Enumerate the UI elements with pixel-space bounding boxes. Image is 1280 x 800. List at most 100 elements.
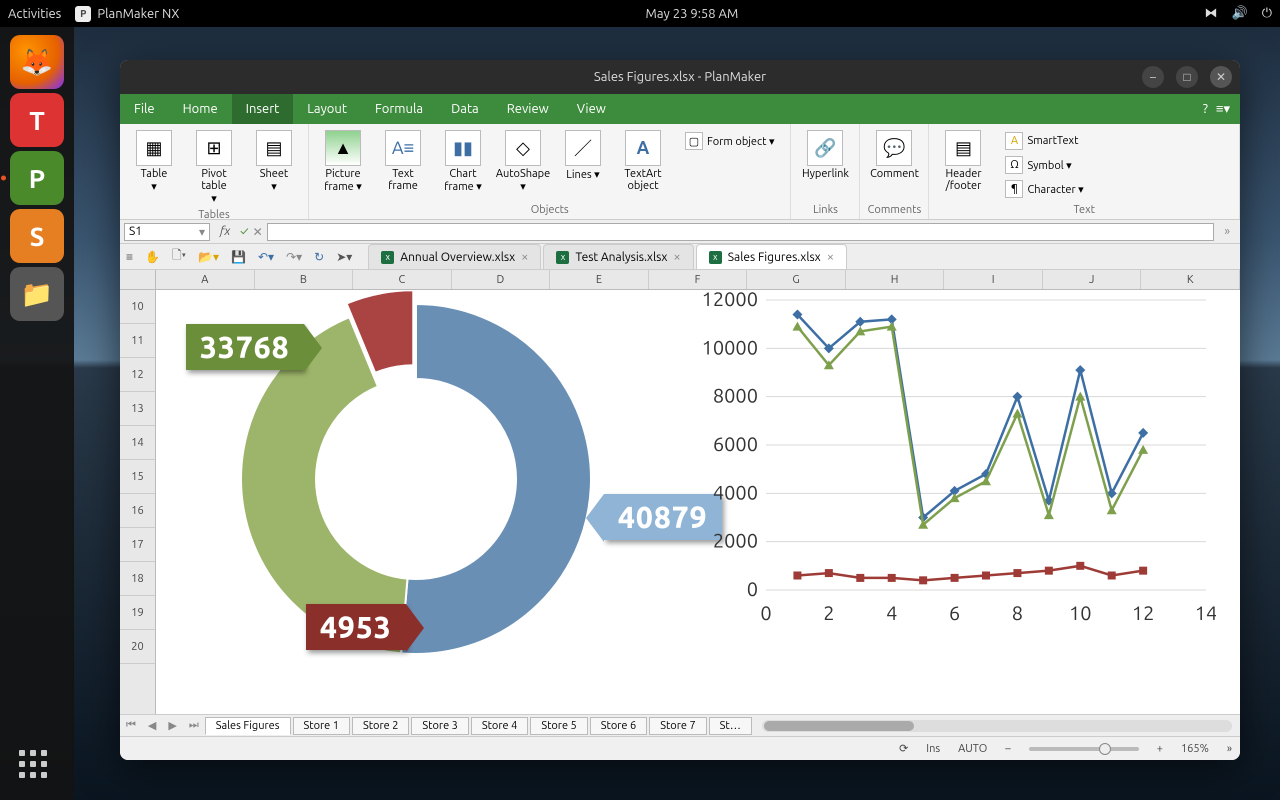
dock-files[interactable]: 📁 xyxy=(10,267,64,321)
row-header[interactable]: 15 xyxy=(120,460,155,494)
doc-tab[interactable]: xAnnual Overview.xlsx× xyxy=(368,244,541,269)
line-chart[interactable]: 02000400060008000100001200002468101214 xyxy=(696,290,1216,650)
sheet-canvas[interactable]: 33768 40879 4953 02000400060008000100001… xyxy=(156,290,1240,714)
menu-insert[interactable]: Insert xyxy=(232,94,294,124)
row-header[interactable]: 18 xyxy=(120,562,155,596)
tab-nav-first[interactable]: ⏮ xyxy=(120,719,142,732)
sheet-tab[interactable]: St… xyxy=(709,717,752,735)
col-header[interactable]: C xyxy=(353,270,452,289)
sheet-tab[interactable]: Sales Figures xyxy=(205,717,291,735)
cell-reference[interactable]: S1 ▾ xyxy=(124,223,210,241)
close-tab-icon[interactable]: × xyxy=(673,250,680,264)
header-footer-button[interactable]: ▤Header /footer xyxy=(935,128,991,194)
expand-formula-icon[interactable]: » xyxy=(1218,225,1236,238)
tab-nav-prev[interactable]: ◀ xyxy=(142,719,162,732)
menu-review[interactable]: Review xyxy=(493,94,563,124)
close-button[interactable]: ✕ xyxy=(1210,66,1232,88)
volume-icon[interactable]: 🔊 xyxy=(1232,6,1248,21)
form-object-button[interactable]: ▢Form object ▾ xyxy=(681,130,778,152)
menu-view[interactable]: View xyxy=(563,94,620,124)
row-header[interactable]: 16 xyxy=(120,494,155,528)
sheet-tab[interactable]: Store 2 xyxy=(352,717,409,735)
power-icon[interactable]: ⏻ xyxy=(1262,6,1272,21)
network-icon[interactable]: ⧓ xyxy=(1205,6,1218,21)
close-tab-icon[interactable]: × xyxy=(827,250,834,264)
formula-input[interactable] xyxy=(267,223,1215,241)
new-icon[interactable]: 🗋▾ xyxy=(166,246,192,267)
smarttext-button[interactable]: ASmartText xyxy=(1001,130,1087,152)
menu-layout[interactable]: Layout xyxy=(293,94,361,124)
row-header[interactable]: 19 xyxy=(120,596,155,630)
menu-formula[interactable]: Formula xyxy=(361,94,437,124)
col-header[interactable]: A xyxy=(156,270,255,289)
autoshape-button[interactable]: ◇AutoShape ▾ xyxy=(495,128,551,195)
zoom-out[interactable]: – xyxy=(1005,743,1010,755)
clock[interactable]: May 23 9:58 AM xyxy=(179,7,1204,21)
character-button[interactable]: ¶Character ▾ xyxy=(1001,178,1087,200)
col-header[interactable]: B xyxy=(255,270,354,289)
doc-tab[interactable]: xTest Analysis.xlsx× xyxy=(543,244,693,269)
zoom-in[interactable]: + xyxy=(1157,743,1163,755)
picture-frame-button[interactable]: ▲Picture frame ▾ xyxy=(315,128,371,195)
overflow-icon[interactable]: » xyxy=(1227,743,1232,755)
hyperlink-button[interactable]: 🔗Hyperlink xyxy=(797,128,853,182)
hand-icon[interactable]: ✋ xyxy=(139,250,166,264)
dock-firefox[interactable]: 🦊 xyxy=(10,35,64,89)
align-icon[interactable]: ≡ xyxy=(120,250,139,264)
menu-home[interactable]: Home xyxy=(169,94,232,124)
save-icon[interactable]: 💾 xyxy=(225,250,252,264)
text-frame-button[interactable]: A≡Text frame xyxy=(375,128,431,194)
comment-button[interactable]: 💬Comment xyxy=(866,128,922,182)
col-header[interactable]: J xyxy=(1043,270,1142,289)
repeat-icon[interactable]: ↻ xyxy=(308,250,330,264)
sync-icon[interactable]: ⟳ xyxy=(899,742,908,755)
fx-cancel-icon[interactable]: ✕ xyxy=(253,225,263,239)
donut-chart[interactable]: 33768 40879 4953 xyxy=(196,290,636,684)
undo-icon[interactable]: ↶▾ xyxy=(252,250,280,264)
sheet-tab[interactable]: Store 6 xyxy=(590,717,647,735)
minimize-button[interactable]: – xyxy=(1142,66,1164,88)
col-header[interactable]: K xyxy=(1141,270,1240,289)
sheet-tab[interactable]: Store 1 xyxy=(293,717,350,735)
row-header[interactable]: 17 xyxy=(120,528,155,562)
symbol-button[interactable]: ΩSymbol ▾ xyxy=(1001,154,1087,176)
sheet-tab[interactable]: Store 5 xyxy=(530,717,587,735)
help-icon[interactable]: ? xyxy=(1203,102,1208,116)
horizontal-scrollbar[interactable] xyxy=(762,720,1232,732)
row-header[interactable]: 20 xyxy=(120,630,155,664)
close-tab-icon[interactable]: × xyxy=(521,250,528,264)
textart-button[interactable]: ATextArt object xyxy=(615,128,671,194)
lines-button[interactable]: ／Lines ▾ xyxy=(555,128,611,183)
row-header[interactable]: 10 xyxy=(120,290,155,324)
col-header[interactable]: H xyxy=(846,270,945,289)
dock-planmaker[interactable]: P xyxy=(10,151,64,205)
maximize-button[interactable]: □ xyxy=(1176,66,1198,88)
dock-textmaker[interactable]: T xyxy=(10,93,64,147)
sheet-button[interactable]: ▤Sheet▾ xyxy=(246,128,302,195)
tab-nav-last[interactable]: ⏭ xyxy=(183,719,205,732)
row-header[interactable]: 13 xyxy=(120,392,155,426)
menu-dropdown-icon[interactable]: ≡▾ xyxy=(1216,101,1230,117)
menu-data[interactable]: Data xyxy=(437,94,493,124)
zoom-value[interactable]: 165% xyxy=(1181,743,1209,755)
app-indicator[interactable]: P PlanMaker NX xyxy=(75,6,179,22)
sheet-tab[interactable]: Store 4 xyxy=(471,717,528,735)
doc-tab[interactable]: xSales Figures.xlsx× xyxy=(696,244,847,269)
col-header[interactable]: G xyxy=(747,270,846,289)
row-header[interactable]: 14 xyxy=(120,426,155,460)
zoom-slider[interactable] xyxy=(1029,747,1139,751)
row-header[interactable]: 11 xyxy=(120,324,155,358)
open-icon[interactable]: 📂▾ xyxy=(192,250,225,264)
fx-accept-icon[interactable]: ✓ xyxy=(240,225,248,238)
activities-button[interactable]: Activities xyxy=(8,7,61,21)
col-header[interactable]: I xyxy=(944,270,1043,289)
col-header[interactable]: E xyxy=(550,270,649,289)
sheet-tab[interactable]: Store 7 xyxy=(649,717,706,735)
pointer-icon[interactable]: ➤▾ xyxy=(330,250,358,264)
col-header[interactable]: D xyxy=(452,270,551,289)
menu-file[interactable]: File xyxy=(120,94,169,124)
col-header[interactable]: F xyxy=(649,270,748,289)
sheet-tab[interactable]: Store 3 xyxy=(411,717,468,735)
redo-icon[interactable]: ↷▾ xyxy=(280,250,308,264)
tab-nav-next[interactable]: ▶ xyxy=(162,719,182,732)
